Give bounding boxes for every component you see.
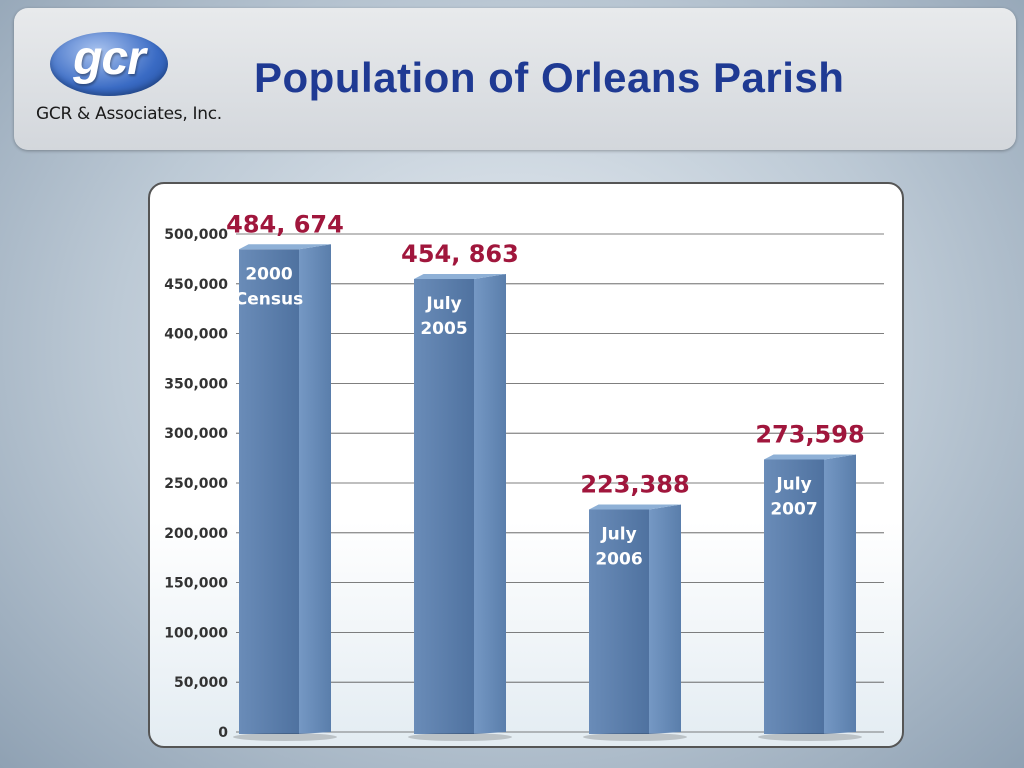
- y-tick-label: 350,000: [164, 376, 228, 392]
- bar-category-label-line: 2007: [770, 499, 817, 519]
- bar-value-label: 484, 674: [226, 210, 344, 238]
- bar-shadow: [583, 733, 687, 741]
- bar-side: [474, 273, 506, 734]
- y-tick-label: 200,000: [164, 526, 228, 542]
- bar-category-label: July 2006: [595, 525, 642, 570]
- y-tick-label: 500,000: [164, 227, 228, 243]
- bar-side: [824, 454, 856, 734]
- page-title: Population of Orleans Parish: [254, 54, 845, 101]
- bar-value-label: 273,598: [755, 420, 864, 448]
- gcr-logo-text: gcr: [73, 32, 146, 85]
- y-tick-label: 100,000: [164, 625, 228, 641]
- bar-category-label-line: 2005: [420, 319, 467, 339]
- bar-shadow: [408, 733, 512, 741]
- bar-value-label: 454, 863: [401, 240, 519, 268]
- bar-side: [299, 244, 331, 734]
- y-tick-label: 0: [218, 725, 228, 741]
- y-tick-label: 450,000: [164, 277, 228, 293]
- bar-top: [764, 454, 856, 460]
- bar-category-label-line: July: [600, 525, 636, 545]
- bar-top: [589, 504, 681, 510]
- chart-panel: 0 50,000 100,000 150,000 200,000 250,000 300,0…: [148, 182, 904, 748]
- y-tick-label: 300,000: [164, 426, 228, 442]
- y-tick-label: 250,000: [164, 476, 228, 492]
- bar-category-label-line: Census: [235, 289, 303, 309]
- bar-top: [239, 244, 331, 250]
- bar-shadow: [233, 733, 337, 741]
- y-tick-label: 50,000: [174, 675, 228, 691]
- y-tick-label: 150,000: [164, 576, 228, 592]
- bar-category-label-line: 2006: [595, 550, 642, 570]
- bar: [414, 278, 474, 734]
- company-name: GCR & Associates, Inc.: [36, 104, 222, 124]
- gcr-logo: [50, 32, 168, 96]
- bar-category-label: July 2005: [420, 294, 467, 339]
- header-banner: gcr GCR & Associates, Inc. Population of…: [14, 8, 1016, 150]
- bar-category-label-line: July: [775, 474, 811, 494]
- bar-category-label: July 2007: [770, 474, 817, 519]
- y-tick-label: 400,000: [164, 327, 228, 343]
- bar: [764, 459, 824, 734]
- bar-category-label-line: July: [425, 294, 461, 314]
- bar: [589, 509, 649, 734]
- bar-chart: 0 50,000 100,000 150,000 200,000 250,000 300,0…: [164, 210, 884, 741]
- bar-side: [649, 504, 681, 734]
- bar-top: [414, 273, 506, 279]
- bar-shadow: [758, 733, 862, 741]
- bar-category-label-line: 2000: [245, 264, 292, 284]
- bar: [239, 249, 299, 734]
- bar-category-label: 2000 Census: [235, 264, 303, 309]
- bar-value-label: 223,388: [580, 471, 689, 499]
